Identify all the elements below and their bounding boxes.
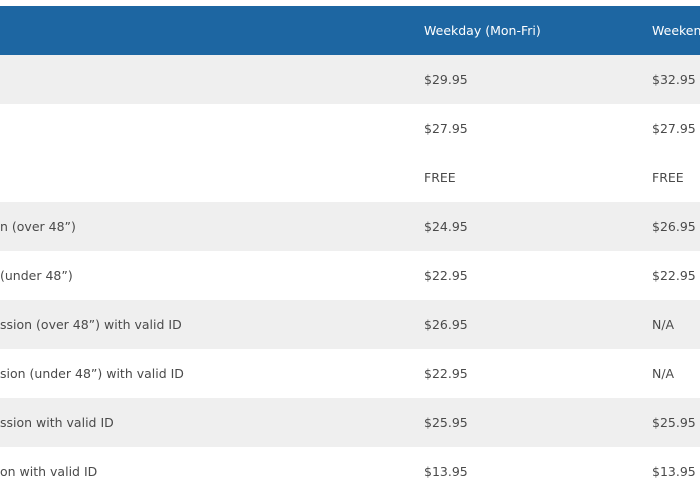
weekend-price: $32.95 (652, 72, 696, 87)
row-label: ssion (over 48”) with valid ID (0, 317, 182, 332)
weekday-price: $26.95 (424, 317, 468, 332)
weekday-price: $13.95 (424, 464, 468, 479)
weekend-price: $13.95 (652, 464, 696, 479)
weekend-price: $26.95 (652, 219, 696, 234)
weekday-price: $29.95 (424, 72, 468, 87)
table-row: n (over 48”) $24.95 $26.95 (0, 202, 700, 251)
table-row: (under 48”) $22.95 $22.95 (0, 251, 700, 300)
table-row: ssion with valid ID $25.95 $25.95 (0, 398, 700, 447)
column-header: Weekend (652, 23, 700, 38)
table-row: on with valid ID $13.95 $13.95 (0, 447, 700, 496)
weekday-price: $27.95 (424, 121, 468, 136)
row-label: n (over 48”) (0, 219, 76, 234)
weekday-price: $25.95 (424, 415, 468, 430)
table-row: $27.95 $27.95 (0, 104, 700, 153)
weekend-price: $25.95 (652, 415, 696, 430)
row-label: (under 48”) (0, 268, 73, 283)
weekday-price: $22.95 (424, 268, 468, 283)
row-label: ssion with valid ID (0, 415, 114, 430)
column-header: Weekday (Mon-Fri) (424, 23, 541, 38)
weekend-price: $22.95 (652, 268, 696, 283)
table-row: FREE FREE (0, 153, 700, 202)
row-label: sion (under 48”) with valid ID (0, 366, 184, 381)
weekend-price: N/A (652, 366, 675, 381)
weekday-price: $22.95 (424, 366, 468, 381)
table-row: $29.95 $32.95 (0, 55, 700, 104)
table-row: ssion (over 48”) with valid ID $26.95 N/A (0, 300, 700, 349)
weekday-price: FREE (424, 170, 456, 185)
weekend-price: FREE (652, 170, 684, 185)
weekend-price: N/A (652, 317, 675, 332)
weekend-price: $27.95 (652, 121, 696, 136)
weekday-price: $24.95 (424, 219, 468, 234)
table-header: Weekday (Mon-Fri) Weekend (0, 6, 700, 55)
table-row: sion (under 48”) with valid ID $22.95 N/A (0, 349, 700, 398)
row-label: on with valid ID (0, 464, 98, 479)
